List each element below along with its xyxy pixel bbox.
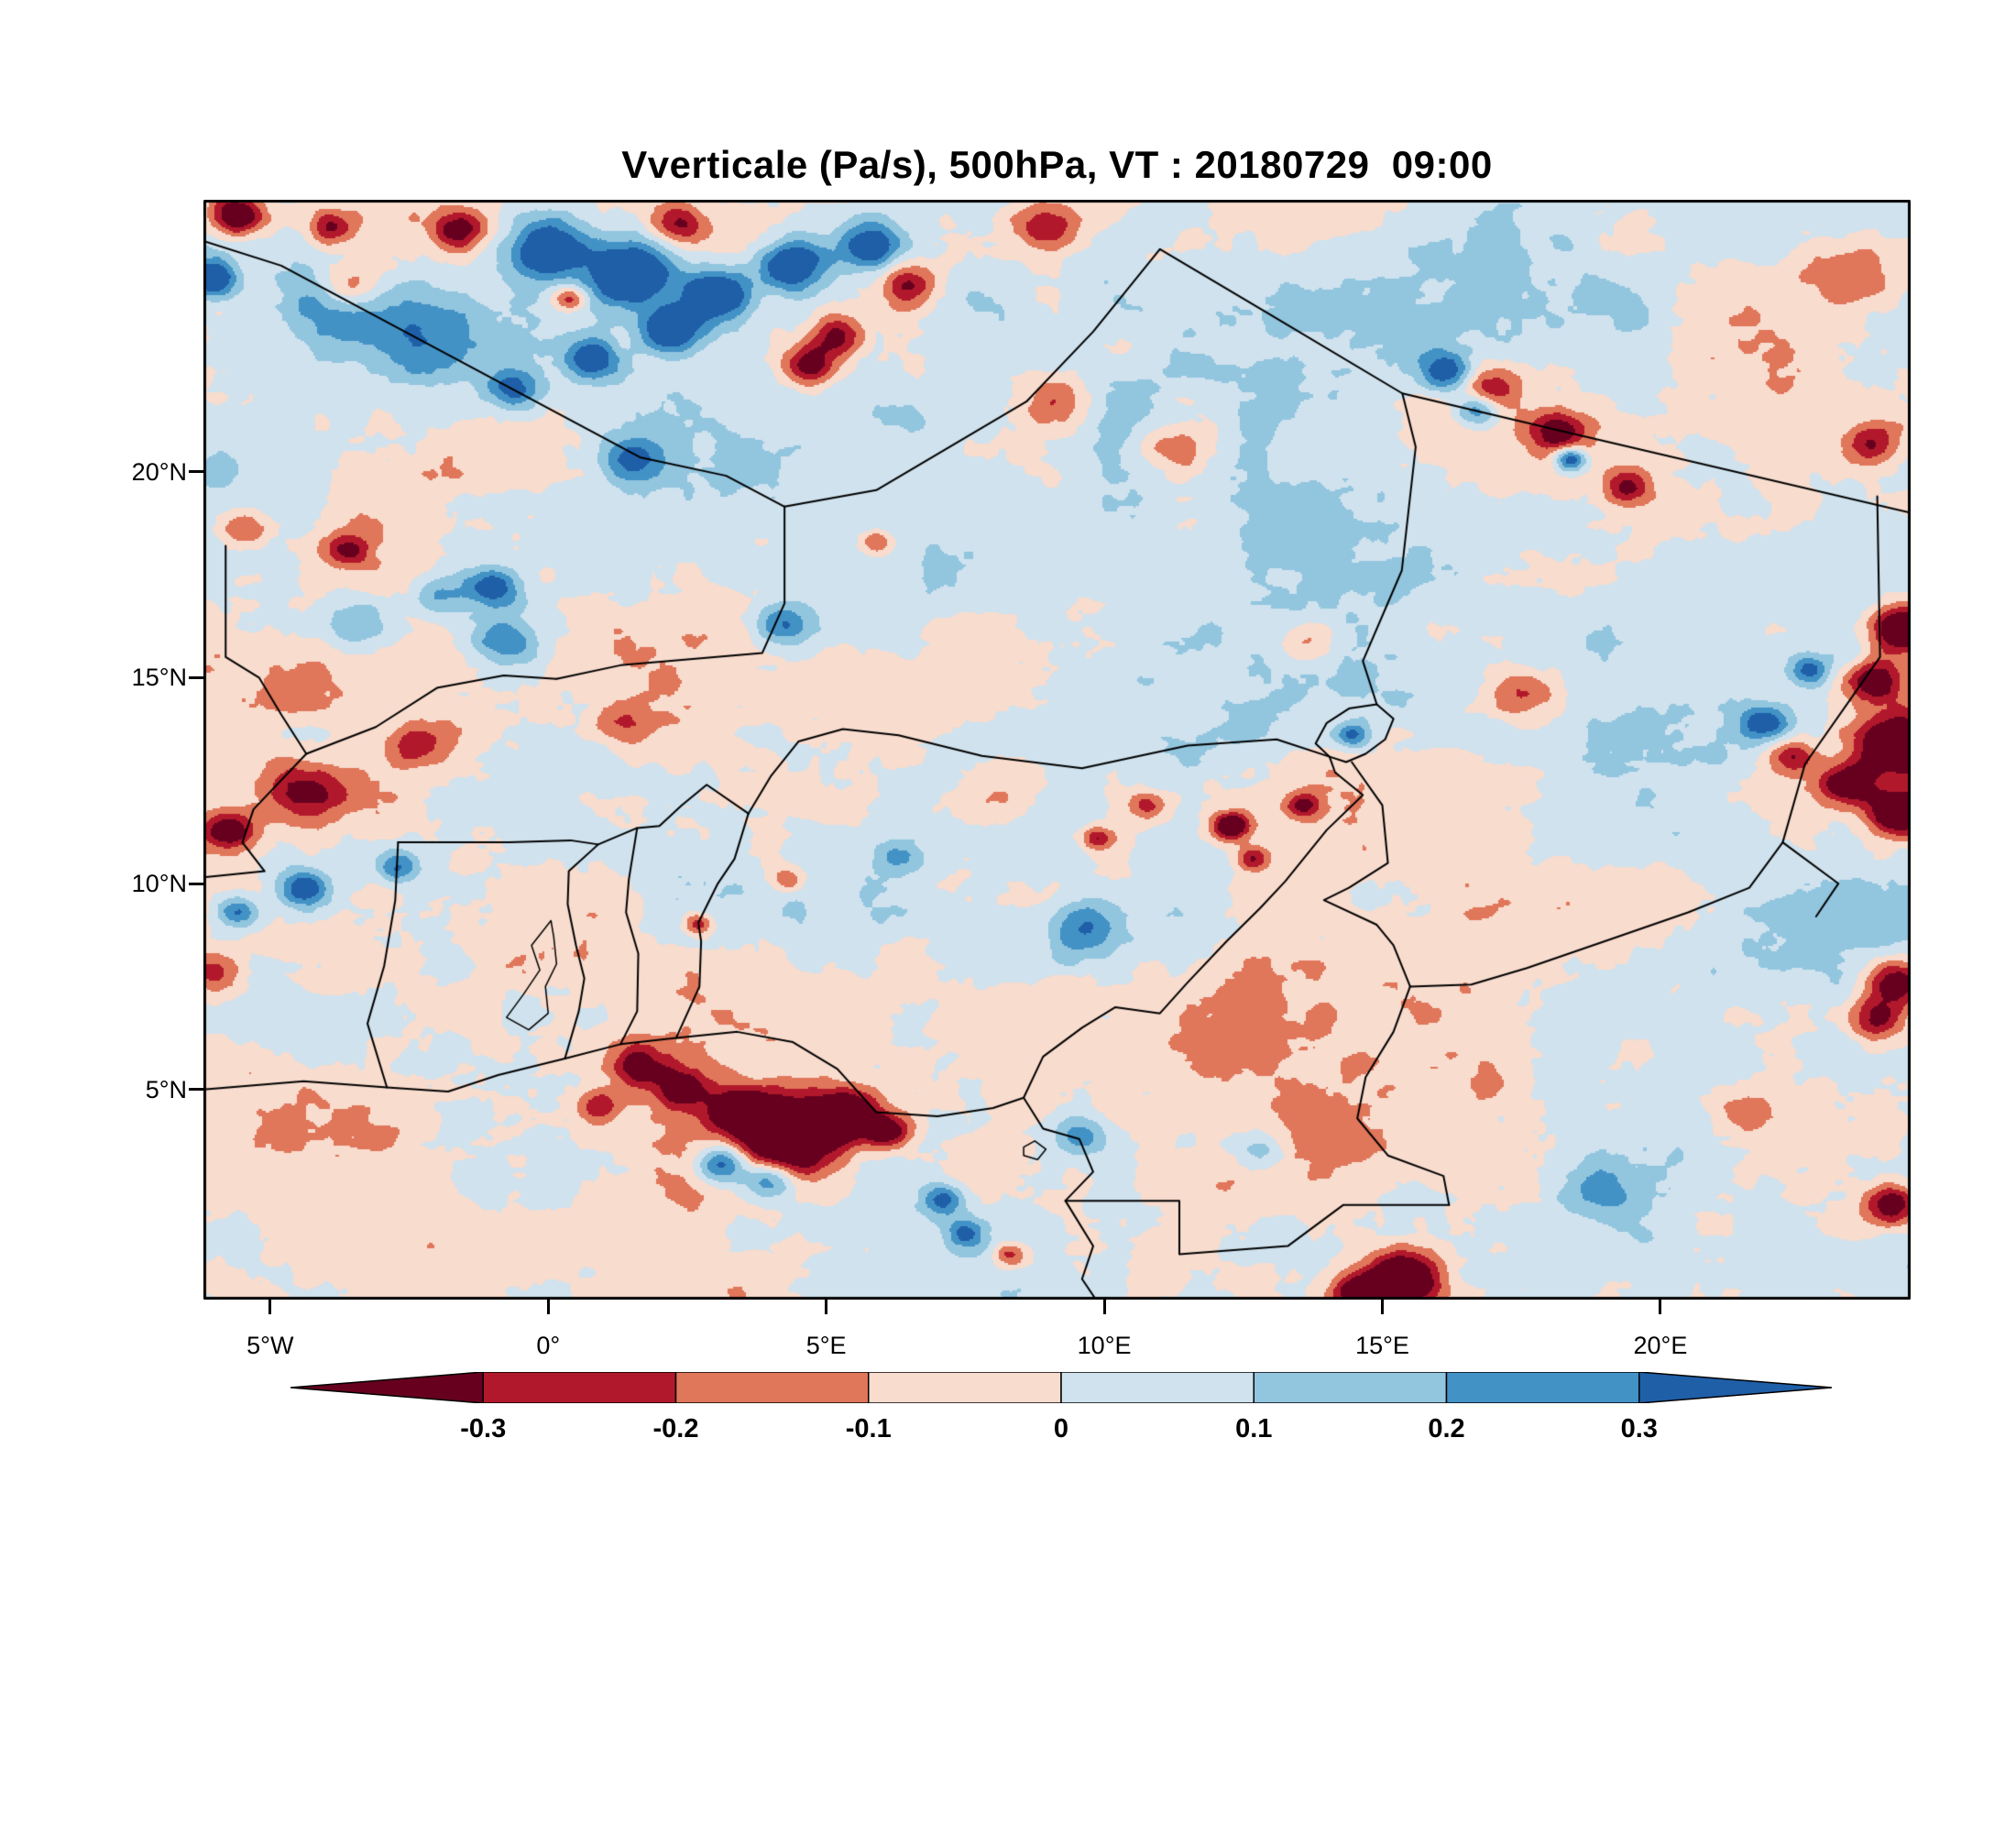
colorbar-tick-label: 0 — [1053, 1414, 1069, 1443]
lon-tick-label: 15°E — [1355, 1332, 1409, 1359]
colorbar-segment — [482, 1372, 677, 1403]
colorbar-segment — [1060, 1372, 1255, 1403]
lat-tick-mark — [189, 1088, 203, 1092]
lat-tick-mark — [189, 470, 203, 474]
plot-title: Vverticale (Pa/s), 500hPa, VT : 20180729… — [621, 143, 1493, 186]
colorbar-tick-label: -0.1 — [845, 1414, 892, 1443]
lon-tick-label: 5°E — [805, 1332, 847, 1359]
colorbar-tick-label: 0.2 — [1428, 1414, 1465, 1443]
colorbar-tick-label: -0.3 — [460, 1414, 507, 1443]
lat-tick-label: 15°N — [131, 664, 187, 692]
lon-tick-mark — [268, 1300, 272, 1314]
colorbar-segment — [1253, 1372, 1448, 1403]
lat-tick-mark — [189, 675, 203, 679]
colorbar-tick-label: 0.3 — [1620, 1414, 1658, 1443]
colorbar-segment — [290, 1372, 484, 1403]
map-plot-area — [203, 200, 1911, 1300]
lon-tick-label: 0° — [536, 1332, 561, 1359]
lat-tick-label: 20°N — [131, 457, 187, 486]
lat-tick-label: 10°N — [131, 870, 187, 898]
map-canvas — [203, 200, 1911, 1300]
colorbar-segment — [1638, 1372, 1832, 1403]
colorbar-segment — [674, 1372, 870, 1403]
lon-tick-label: 20°E — [1633, 1332, 1688, 1359]
lon-tick-label: 10°E — [1077, 1332, 1132, 1359]
lon-tick-mark — [825, 1300, 828, 1314]
colorbar-tick-label: 0.1 — [1235, 1414, 1273, 1443]
lon-tick-mark — [546, 1300, 550, 1314]
lon-tick-mark — [1381, 1300, 1384, 1314]
lon-tick-label: 5°W — [247, 1332, 294, 1359]
colorbar — [290, 1372, 1832, 1403]
lat-tick-label: 5°N — [145, 1075, 187, 1103]
lat-tick-mark — [189, 882, 203, 885]
colorbar-segment — [1445, 1372, 1640, 1403]
colorbar-tick-label: -0.2 — [652, 1414, 699, 1443]
lon-tick-mark — [1102, 1300, 1106, 1314]
colorbar-segment — [868, 1372, 1062, 1403]
lon-tick-mark — [1659, 1300, 1662, 1314]
